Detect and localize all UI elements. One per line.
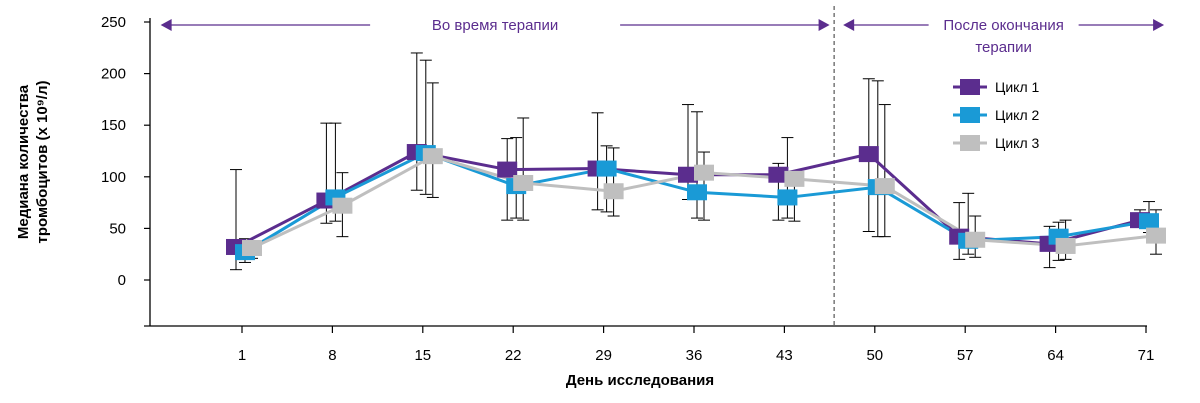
- legend: Цикл 1 Цикл 2 Цикл 3: [953, 79, 1040, 151]
- y-axis-title-line: Медиана количества: [15, 84, 32, 239]
- y-tick-label: 50: [109, 220, 126, 237]
- data-point-marker: [687, 184, 707, 201]
- x-tick-label: 50: [866, 347, 883, 364]
- data-point-marker: [1055, 237, 1076, 254]
- data-point-marker: [777, 189, 798, 206]
- legend-label: Цикл 3: [995, 135, 1040, 151]
- data-point-marker: [1139, 213, 1159, 230]
- data-point-marker: [596, 160, 617, 177]
- x-tick-label: 1: [238, 347, 246, 364]
- x-tick-label: 64: [1047, 347, 1064, 364]
- x-tick-label: 22: [505, 347, 522, 364]
- phase-label: После окончания терапии: [943, 17, 1064, 56]
- data-point-marker: [497, 161, 518, 178]
- data-point-marker: [422, 148, 443, 165]
- data-point-marker: [242, 240, 262, 257]
- phase-annotations: Во время терапии После окончания терапии: [160, 6, 1165, 326]
- x-tick-label: 8: [328, 347, 336, 364]
- legend-marker: [960, 107, 980, 123]
- series-markers: [226, 144, 1166, 261]
- x-tick-label: 29: [595, 347, 612, 364]
- legend-marker: [960, 79, 980, 95]
- phase-arrow-head-right: [1153, 19, 1165, 31]
- y-tick-label: 0: [118, 272, 126, 289]
- data-point-marker: [784, 170, 805, 187]
- data-point-marker: [603, 183, 624, 200]
- data-point-marker: [694, 164, 714, 181]
- y-tick-label: 100: [101, 169, 126, 186]
- data-point-marker: [513, 174, 534, 191]
- axis-labels: День исследования Медиана количества тромб…: [15, 81, 714, 389]
- data-point-marker: [858, 146, 879, 163]
- phase-arrow-head-left: [843, 19, 855, 31]
- legend-marker: [960, 135, 980, 151]
- y-axis-title-line: тромбоцитов (х 10⁹/л): [34, 81, 51, 244]
- legend-label: Цикл 2: [995, 107, 1040, 123]
- x-tick-label: 36: [686, 347, 703, 364]
- x-tick-label: 71: [1138, 347, 1155, 364]
- data-point-marker: [1146, 227, 1166, 244]
- data-point-marker: [874, 178, 895, 195]
- phase-label-line: Во время терапии: [432, 17, 558, 34]
- data-point-marker: [965, 231, 986, 248]
- x-tick-label: 43: [776, 347, 793, 364]
- y-axis-title: Медиана количества тромбоцитов (х 10⁹/л): [15, 81, 51, 244]
- phase-label-line: После окончания: [943, 17, 1064, 34]
- phase-arrow-head-right: [818, 19, 830, 31]
- x-tick-label: 57: [957, 347, 974, 364]
- y-tick-label: 250: [101, 14, 126, 31]
- phase-label-line: терапии: [975, 39, 1032, 56]
- y-tick-label: 150: [101, 117, 126, 134]
- data-point-marker: [768, 166, 789, 183]
- axes: 0 50 100 150 200 250 1 8 15 22 29 36 43 50 57 64 71: [101, 14, 1154, 364]
- legend-label: Цикл 1: [995, 79, 1040, 95]
- x-axis-title: День исследования: [566, 372, 714, 389]
- data-point-marker: [332, 197, 353, 214]
- y-tick-label: 200: [101, 66, 126, 83]
- phase-arrow-head-left: [160, 19, 172, 31]
- x-tick-label: 15: [414, 347, 431, 364]
- data-point-marker: [678, 166, 698, 183]
- phase-label: Во время терапии: [432, 17, 558, 34]
